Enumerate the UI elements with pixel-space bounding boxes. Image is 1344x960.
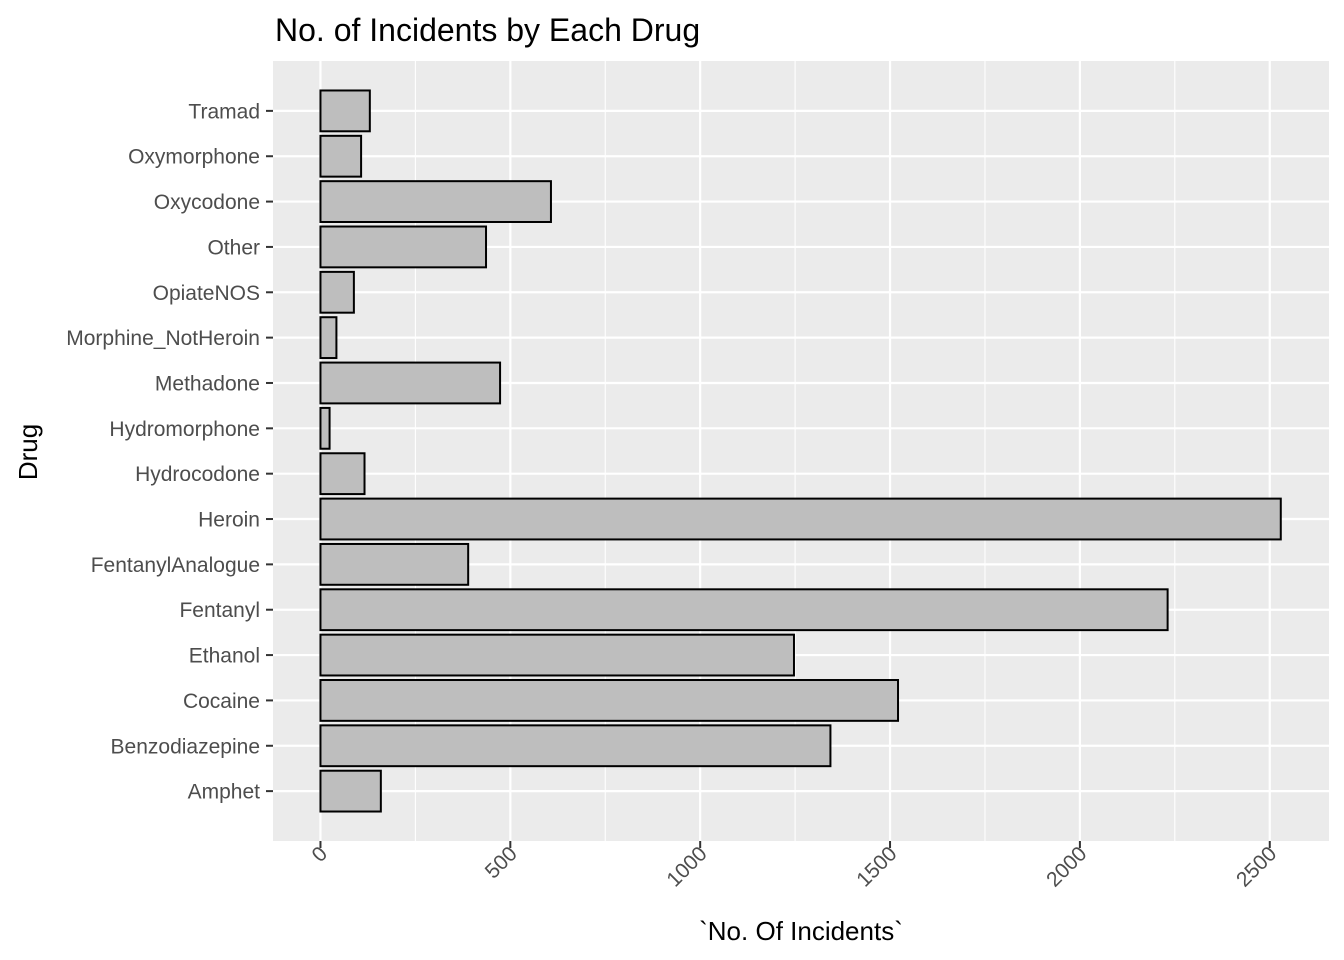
y-tick-label: Oxymorphone (128, 146, 260, 169)
x-axis: 0 500 1000 1500 2000 2500 (307, 841, 1281, 892)
bar-other (319, 225, 488, 269)
plot-panel (273, 61, 1329, 841)
x-tick-label: 2000 (1042, 842, 1091, 891)
x-axis-title: `No. Of Incidents` (699, 916, 903, 946)
y-tick-label: Hydrocodone (135, 463, 260, 486)
y-tick-label: Oxycodone (154, 191, 260, 214)
y-tick-label: Ethanol (189, 645, 260, 668)
chart-title: No. of Incidents by Each Drug (275, 12, 700, 48)
y-tick-label: Hydromorphone (109, 418, 260, 441)
y-tick-label: Cocaine (183, 690, 260, 713)
bar-cocaine (319, 679, 900, 722)
y-tick-label: Other (207, 236, 260, 259)
bars (319, 89, 1282, 813)
x-tick-label: 500 (481, 842, 522, 883)
y-tick-label: Heroin (198, 509, 260, 532)
y-axis: Amphet Benzodiazepine Cocaine Ethanol Fentan… (66, 100, 273, 804)
x-tick-label: 2500 (1232, 842, 1281, 891)
bar-fentanyl (319, 588, 1169, 632)
y-axis-title: Drug (13, 424, 43, 480)
bar-morphine-notheroin (319, 316, 338, 360)
y-tick-label: Tramad (188, 100, 260, 123)
bar-heroin (319, 497, 1282, 541)
bar-benzodiazepine (319, 724, 832, 768)
y-tick-label: Benzodiazepine (111, 735, 260, 758)
bar-amphet (319, 769, 382, 813)
bar-oxycodone (319, 180, 552, 223)
bar-opiatenos (319, 270, 355, 314)
bar-methadone (319, 361, 502, 405)
bar-hydrocodone (319, 452, 366, 496)
bar-ethanol (319, 633, 795, 677)
bar-fentanylanalogue (319, 542, 470, 586)
y-tick-label: Methadone (155, 372, 260, 395)
x-tick-label: 1500 (852, 842, 901, 891)
y-tick-label: FentanylAnalogue (91, 554, 260, 577)
bar-oxymorphone (319, 134, 363, 178)
y-tick-label: Fentanyl (179, 599, 260, 622)
y-tick-label: Morphine_NotHeroin (66, 327, 260, 350)
y-tick-label: OpiateNOS (153, 282, 260, 305)
bar-tramad (319, 89, 371, 133)
bar-hydromorphone (319, 406, 331, 450)
x-tick-label: 1000 (662, 842, 711, 891)
y-tick-label: Amphet (188, 781, 261, 804)
